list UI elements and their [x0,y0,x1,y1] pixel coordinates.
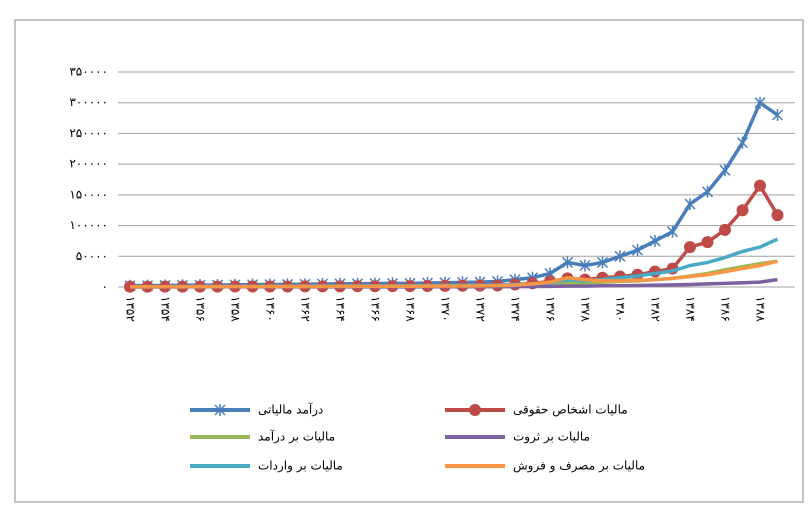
y-tick-label: ۳۵۰۰۰۰ [69,65,108,79]
legend-marker [469,404,481,416]
x-tick-label: ۱۳۵۶ [194,296,208,322]
y-tick-label: ۲۵۰۰۰۰ [69,126,108,140]
point-marker [701,185,714,198]
legend-label: مالیات بر مصرف و فروش [513,459,645,473]
x-tick-label: ۱۳۸۴ [684,296,698,322]
x-tick-label: ۱۳۸۶ [719,296,733,322]
legend-label: مالیات بر ثروت [513,430,590,444]
series-line [129,237,779,289]
x-tick-label: ۱۳۷۸ [579,296,593,322]
point-marker [684,198,696,211]
point-marker [561,256,574,269]
y-tick-label: ۳۰۰۰۰۰ [69,95,108,109]
legend-label: مالیات اشخاص حقوقی [513,403,628,417]
y-tick-label: ۵۰۰۰۰ [76,249,108,263]
series-line [130,183,780,289]
x-tick-label: ۱۳۵۸ [229,296,243,322]
point-marker [684,241,696,254]
point-marker [666,225,679,238]
x-tick-label: ۱۳۷۰ [439,296,453,322]
x-tick-label: ۱۳۷۲ [474,296,488,322]
point-marker [736,204,749,217]
point-marker [701,236,714,249]
x-tick-label: ۱۳۶۰ [264,296,278,322]
point-marker [614,250,626,263]
point-marker [596,256,609,269]
point-marker [771,209,784,222]
point-marker [631,244,644,257]
point-marker [719,223,731,236]
y-tick-label: ۱۵۰۰۰۰ [69,187,108,201]
point-marker [719,164,731,177]
legend-marker [214,404,226,416]
legend-label: درآمد مالیاتی [258,402,323,417]
x-tick-label: ۱۳۸۰ [614,296,628,322]
x-tick-label: ۱۳۵۴ [159,296,173,322]
series-line [130,259,778,289]
point-marker [754,179,766,192]
x-tick-label: ۱۳۵۲ [124,296,138,322]
y-tick-label: ۲۰۰۰۰۰ [69,157,108,171]
point-marker [754,96,766,109]
legend-label: مالیات بر واردات [258,459,343,473]
y-tick-label: ۰ [102,280,108,294]
point-marker [736,136,749,149]
legend-label: مالیات بر درآمد [258,429,335,444]
x-tick-label: ۱۳۷۶ [544,296,558,322]
x-tick-label: ۱۳۶۶ [369,296,383,322]
x-tick-label: ۱۳۶۸ [404,296,418,322]
chart-frame [14,19,804,503]
point-marker [649,234,661,247]
x-tick-label: ۱۳۶۴ [334,296,348,322]
y-tick-label: ۱۰۰۰۰۰ [69,218,108,232]
point-marker [771,109,784,121]
x-tick-label: ۱۳۷۴ [509,296,523,322]
x-tick-label: ۱۳۸۸ [754,296,768,322]
point-marker [579,259,591,272]
x-tick-label: ۱۳۶۲ [299,296,313,322]
x-tick-label: ۱۳۸۲ [649,296,663,322]
